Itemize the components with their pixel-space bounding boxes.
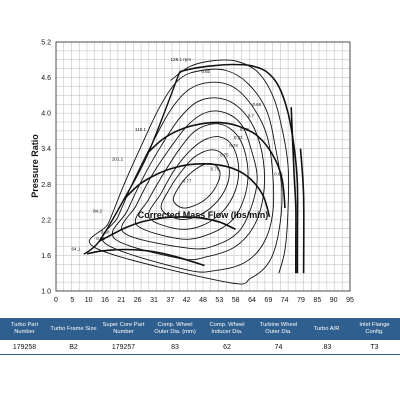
speed-line bbox=[86, 248, 205, 267]
x-tick-label: 85 bbox=[313, 297, 321, 304]
efficiency-label: 0.7 bbox=[248, 113, 255, 118]
efficiency-island-line bbox=[134, 123, 249, 240]
x-tick-label: 64 bbox=[248, 297, 256, 304]
speed-lines bbox=[83, 63, 305, 274]
x-tick-label: 16 bbox=[101, 297, 109, 304]
map-labels: 128.1 rpm 115.1 101.1 84.2 64.1 0.65 0.68 0.7 0.… bbox=[71, 57, 283, 252]
y-tick-label: 1.6 bbox=[41, 253, 51, 260]
efficiency-label: 0.75 bbox=[220, 152, 229, 157]
x-tick-label: 74 bbox=[281, 297, 289, 304]
spec-value-cell: 74 bbox=[253, 340, 304, 355]
speed-line bbox=[299, 148, 305, 274]
spec-value-cell: 179258 bbox=[0, 340, 49, 355]
efficiency-islands bbox=[88, 59, 290, 285]
y-tick-label: 4.6 bbox=[41, 75, 51, 82]
efficiency-label: 0.73 bbox=[234, 135, 243, 140]
x-tick-label: 53 bbox=[215, 297, 223, 304]
x-tick-labels: 0 5 10 16 21 26 31 37 42 48 53 58 64 69 74 79 85 90 95 bbox=[54, 297, 354, 304]
efficiency-label: 0.74 bbox=[229, 143, 238, 148]
spec-value-cell: 83 bbox=[149, 340, 201, 355]
efficiency-island-line bbox=[101, 81, 275, 273]
speed-line bbox=[290, 107, 297, 274]
x-tick-label: 69 bbox=[264, 297, 272, 304]
x-tick-label: 42 bbox=[183, 297, 191, 304]
spec-header-cell: Inlet Flange Config. bbox=[349, 318, 400, 340]
speed-line bbox=[98, 216, 236, 242]
speed-line bbox=[123, 163, 271, 218]
spec-value-cell: T3 bbox=[349, 340, 400, 355]
speed-line-label: 115.1 bbox=[135, 127, 147, 132]
compressor-map-chart: 0 5 10 16 21 26 31 37 42 48 53 58 64 69 74 79 85 90 95 1.0… bbox=[30, 40, 354, 305]
turbo-spec-table: Turbo Part Number Turbo Frame Size Super… bbox=[0, 318, 400, 355]
y-tick-labels: 1.0 1.6 2.2 2.8 3.4 4.0 4.6 5.2 bbox=[41, 40, 51, 296]
spec-value-cell: .83 bbox=[304, 340, 349, 355]
speed-line-label: 84.2 bbox=[93, 209, 102, 214]
speed-line bbox=[179, 63, 299, 274]
spec-header-cell: Comp. Wheel Inducer Dia. bbox=[201, 318, 253, 340]
y-tick-label: 5.2 bbox=[41, 40, 51, 47]
efficiency-island-line bbox=[121, 110, 258, 250]
x-tick-label: 21 bbox=[117, 297, 125, 304]
efficiency-label: 0.76 bbox=[211, 167, 220, 172]
grid bbox=[56, 42, 350, 291]
speed-line-label: 101.1 bbox=[112, 157, 124, 162]
efficiency-island-line bbox=[88, 68, 283, 285]
spec-value-cell: 179257 bbox=[98, 340, 149, 355]
x-tick-label: 79 bbox=[297, 297, 305, 304]
spec-header-cell: Comp. Wheel Outer Dia. (mm) bbox=[149, 318, 201, 340]
speed-line-label: 64.1 bbox=[71, 247, 80, 252]
efficiency-label: 0.72 bbox=[240, 127, 249, 132]
plot-frame bbox=[55, 41, 351, 292]
efficiency-island-line bbox=[111, 97, 265, 261]
x-axis-title: Corrected Mass Flow (lbs/min) bbox=[138, 210, 269, 220]
efficiency-island-line bbox=[148, 136, 240, 230]
spec-header-row: Turbo Part Number Turbo Frame Size Super… bbox=[0, 318, 400, 340]
efficiency-label: 0.68 bbox=[253, 102, 262, 107]
spec-header-cell: Super Core Part Number bbox=[98, 318, 149, 340]
y-tick-label: 3.4 bbox=[41, 146, 51, 153]
spec-header-cell: Turbo Part Number bbox=[0, 318, 49, 340]
x-tick-label: 31 bbox=[150, 297, 158, 304]
x-tick-label: 90 bbox=[330, 297, 338, 304]
efficiency-label: 0.65 bbox=[274, 171, 283, 176]
speed-line bbox=[83, 71, 181, 255]
x-tick-label: 95 bbox=[346, 297, 354, 304]
speed-line bbox=[148, 121, 286, 209]
y-tick-label: 2.8 bbox=[41, 182, 51, 189]
x-tick-label: 10 bbox=[85, 297, 93, 304]
spec-header-cell: Turbo A/R bbox=[304, 318, 349, 340]
y-tick-label: 4.0 bbox=[41, 111, 51, 118]
spec-header-cell: Turbine Wheel Outer Dia. bbox=[253, 318, 304, 340]
x-tick-label: 0 bbox=[54, 297, 58, 304]
efficiency-label: 0.65 bbox=[96, 236, 105, 241]
y-axis-title: Pressure Ratio bbox=[30, 134, 40, 198]
x-tick-label: 26 bbox=[134, 297, 142, 304]
spec-value-row: 179258 B2 179257 83 62 74 .83 T3 bbox=[0, 340, 400, 355]
x-tick-label: 58 bbox=[232, 297, 240, 304]
efficiency-label: 0.65 bbox=[201, 69, 210, 74]
x-tick-label: 48 bbox=[199, 297, 207, 304]
x-tick-label: 5 bbox=[70, 297, 74, 304]
x-tick-label: 37 bbox=[166, 297, 174, 304]
y-tick-label: 1.0 bbox=[41, 289, 51, 296]
y-tick-label: 2.2 bbox=[41, 217, 51, 224]
efficiency-label: 0.68 bbox=[101, 229, 110, 234]
efficiency-island-line bbox=[172, 162, 221, 209]
spec-header-cell: Turbo Frame Size bbox=[49, 318, 98, 340]
spec-value-cell: B2 bbox=[49, 340, 98, 355]
efficiency-island-line bbox=[170, 59, 290, 274]
spec-value-cell: 62 bbox=[201, 340, 253, 355]
efficiency-label: 0.77 bbox=[183, 179, 192, 184]
speed-line-label: 128.1 rpm bbox=[171, 57, 192, 62]
